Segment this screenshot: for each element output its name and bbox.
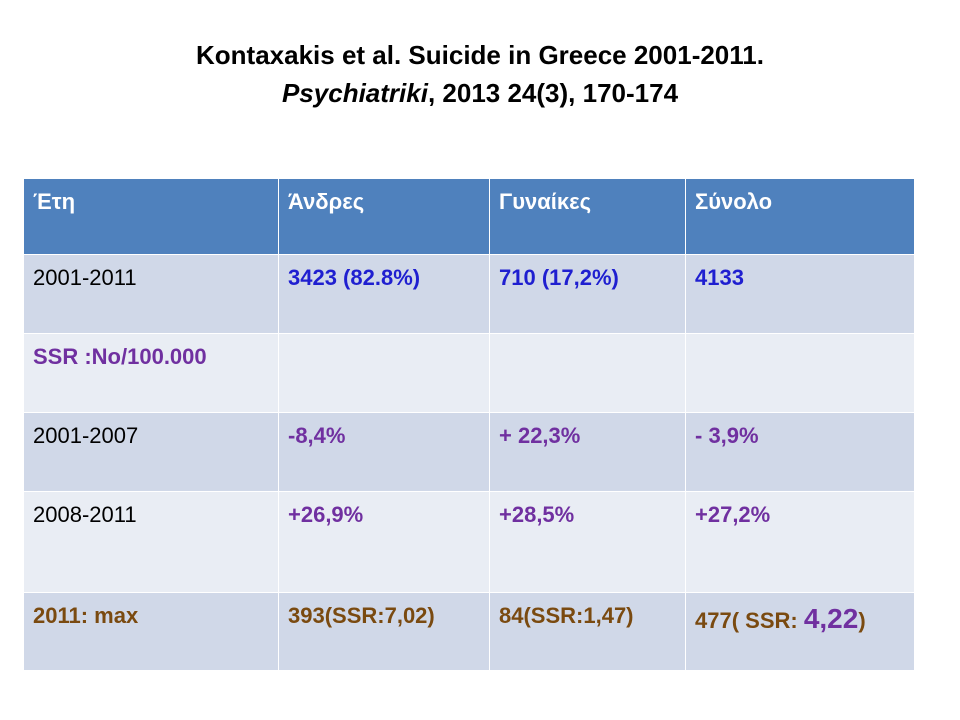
suicide-statistics-table: Έτη Άνδρες Γυναίκες Σύνολο 2001-2011 342… (23, 178, 915, 671)
total-count-prefix: 477( SSR: (695, 608, 804, 633)
cell-total (685, 333, 915, 413)
ssr-value: 4,22 (803, 603, 859, 634)
title-line-2: Psychiatriki, 2013 24(3), 170-174 (0, 74, 960, 112)
table-row: 2001-2007 -8,4% + 22,3% - 3,9% (23, 412, 915, 492)
cell-men (278, 333, 490, 413)
citation-details: , 2013 24(3), 170-174 (427, 78, 679, 108)
cell-period: 2001-2011 (23, 254, 279, 334)
cell-men: +26,9% (278, 491, 490, 593)
cell-period: 2011: max (23, 592, 279, 671)
header-women: Γυναίκες (489, 178, 686, 255)
table-row: 2001-2011 3423 (82.8%) 710 (17,2%) 4133 (23, 254, 915, 334)
cell-women: +28,5% (489, 491, 686, 593)
cell-women: 84(SSR:1,47) (489, 592, 686, 671)
table-row: SSR :No/100.000 (23, 333, 915, 413)
cell-men: 3423 (82.8%) (278, 254, 490, 334)
header-years: Έτη (23, 178, 279, 255)
cell-period: 2008-2011 (23, 491, 279, 593)
table-header-row: Έτη Άνδρες Γυναίκες Σύνολο (23, 178, 915, 255)
title-line-1: Kontaxakis et al. Suicide in Greece 2001… (196, 40, 764, 70)
table-row: 2008-2011 +26,9% +28,5% +27,2% (23, 491, 915, 593)
journal-name: Psychiatriki (281, 78, 428, 108)
header-men: Άνδρες (278, 178, 490, 255)
cell-men: 393(SSR:7,02) (278, 592, 490, 671)
cell-ssr-label: SSR :No/100.000 (23, 333, 279, 413)
cell-total: - 3,9% (685, 412, 915, 492)
cell-women: + 22,3% (489, 412, 686, 492)
cell-total: +27,2% (685, 491, 915, 593)
cell-women: 710 (17,2%) (489, 254, 686, 334)
table-row: 2011: max 393(SSR:7,02) 84(SSR:1,47) 477… (23, 592, 915, 671)
cell-men: -8,4% (278, 412, 490, 492)
cell-period: 2001-2007 (23, 412, 279, 492)
total-count-suffix: ) (858, 608, 866, 633)
cell-total: 477( SSR: 4,22) (685, 592, 915, 671)
cell-women (489, 333, 686, 413)
cell-total: 4133 (685, 254, 915, 334)
slide-title: Kontaxakis et al. Suicide in Greece 2001… (0, 36, 960, 112)
header-total: Σύνολο (685, 178, 915, 255)
